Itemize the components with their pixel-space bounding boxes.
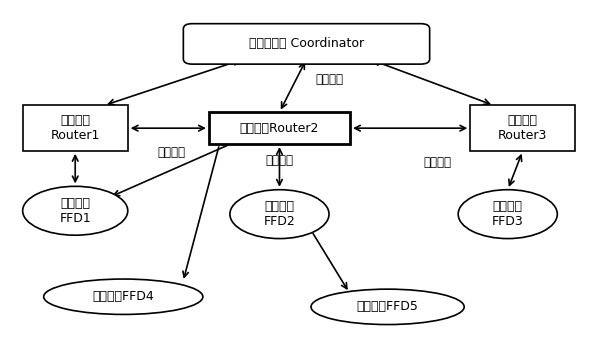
Text: 终端节点
FFD2: 终端节点 FFD2 bbox=[264, 200, 295, 228]
Text: 中央协调器 Coordinator: 中央协调器 Coordinator bbox=[249, 37, 364, 50]
Ellipse shape bbox=[23, 186, 128, 235]
Text: 路由节点
Router1: 路由节点 Router1 bbox=[50, 114, 100, 142]
Ellipse shape bbox=[230, 190, 329, 239]
Text: 路由节点
Router3: 路由节点 Router3 bbox=[498, 114, 547, 142]
Text: 无线传输: 无线传输 bbox=[424, 156, 451, 169]
Text: 无线传输: 无线传输 bbox=[158, 146, 185, 159]
Text: 终端节点
FFD1: 终端节点 FFD1 bbox=[59, 197, 91, 225]
FancyBboxPatch shape bbox=[23, 105, 128, 151]
Text: 无线传输: 无线传输 bbox=[265, 154, 294, 167]
Text: 路由节点Router2: 路由节点Router2 bbox=[240, 122, 319, 135]
Text: 无线传输: 无线传输 bbox=[315, 73, 343, 86]
Text: 终端节点FFD4: 终端节点FFD4 bbox=[93, 290, 154, 303]
FancyBboxPatch shape bbox=[470, 105, 576, 151]
FancyBboxPatch shape bbox=[183, 24, 430, 64]
FancyBboxPatch shape bbox=[209, 112, 350, 144]
Text: 终端节点
FFD3: 终端节点 FFD3 bbox=[492, 200, 524, 228]
Text: 终端节点FFD5: 终端节点FFD5 bbox=[357, 300, 419, 313]
Ellipse shape bbox=[44, 279, 203, 314]
Ellipse shape bbox=[311, 289, 464, 324]
Ellipse shape bbox=[458, 190, 557, 239]
